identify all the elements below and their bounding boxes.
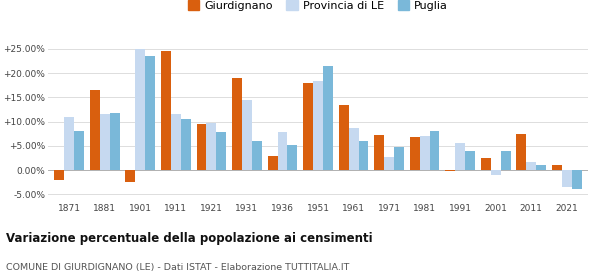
Bar [136, 49, 145, 170]
Bar [206, 123, 217, 170]
Bar [110, 113, 120, 170]
Bar [481, 158, 491, 170]
Bar [100, 114, 110, 170]
Bar [491, 170, 500, 175]
Bar [171, 114, 181, 170]
Text: Variazione percentuale della popolazione ai censimenti: Variazione percentuale della popolazione… [6, 232, 373, 245]
Bar [445, 170, 455, 171]
Bar [465, 151, 475, 170]
Bar [323, 66, 333, 170]
Bar [90, 90, 100, 170]
Bar [145, 56, 155, 170]
Bar [394, 147, 404, 170]
Bar [572, 170, 581, 188]
Bar [338, 105, 349, 170]
Bar [181, 119, 191, 170]
Bar [217, 132, 226, 170]
Bar [161, 51, 171, 170]
Bar [287, 145, 298, 170]
Bar [349, 128, 359, 170]
Bar [516, 134, 526, 170]
Bar [419, 136, 430, 170]
Bar [374, 135, 384, 170]
Bar [410, 137, 419, 170]
Bar [74, 131, 84, 170]
Bar [562, 170, 572, 187]
Bar [197, 124, 206, 170]
Bar [455, 143, 465, 170]
Bar [552, 165, 562, 170]
Bar [277, 132, 287, 170]
Bar [125, 170, 136, 182]
Bar [359, 141, 368, 170]
Bar [268, 156, 277, 170]
Legend: Giurdignano, Provincia di LE, Puglia: Giurdignano, Provincia di LE, Puglia [184, 0, 452, 16]
Bar [500, 151, 511, 170]
Bar [64, 117, 74, 170]
Bar [252, 141, 262, 170]
Bar [536, 165, 546, 170]
Bar [526, 162, 536, 170]
Bar [232, 78, 242, 170]
Bar [313, 81, 323, 170]
Bar [242, 100, 252, 170]
Bar [384, 157, 394, 170]
Bar [303, 83, 313, 170]
Text: COMUNE DI GIURDIGNANO (LE) - Dati ISTAT - Elaborazione TUTTITALIA.IT: COMUNE DI GIURDIGNANO (LE) - Dati ISTAT … [6, 263, 349, 272]
Bar [430, 131, 439, 170]
Bar [55, 170, 64, 180]
